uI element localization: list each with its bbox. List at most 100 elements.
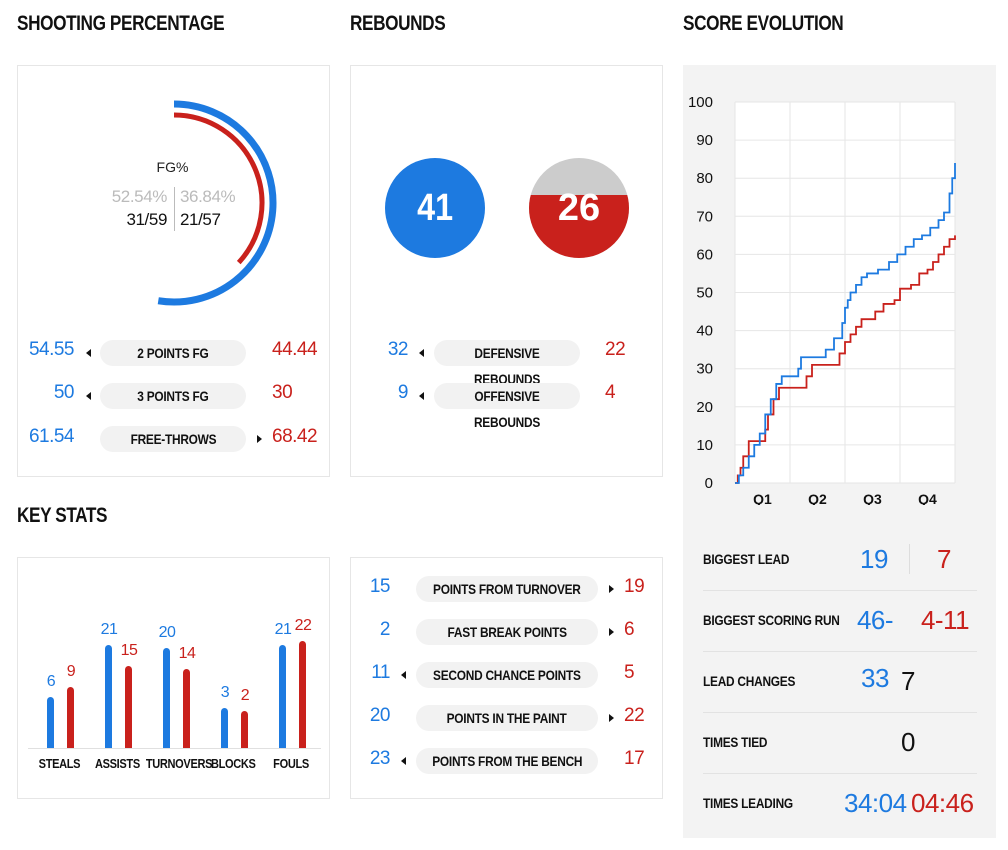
away-fg-arc <box>173 112 265 265</box>
two-pt-away: 44.44 <box>272 339 318 360</box>
key-stats-panel: 6 9 STEALS 21 15 ASSISTS 20 14 TURNOVERS 3 2 BLOCKS… <box>17 557 330 799</box>
three-pt-home: 50 <box>53 382 75 403</box>
times-tied-row: TIMES TIED 0 <box>683 713 996 771</box>
away-score-line <box>735 235 956 484</box>
fg-label: FG% <box>156 159 189 175</box>
arrow-right-icon <box>609 628 614 636</box>
scoring-run-home: 46-33 <box>856 605 894 693</box>
biggest-scoring-run-label: BIGGEST SCORING RUN <box>703 612 840 628</box>
key-stat-away-bar <box>299 641 306 748</box>
key-stat-away-bar <box>183 669 190 748</box>
arrow-left-icon <box>419 392 424 400</box>
key-stat-home-bar <box>221 707 228 748</box>
row-divider <box>703 712 977 713</box>
chart-x-tick-label: Q3 <box>863 491 882 505</box>
chart-y-tick-label: 0 <box>705 475 713 492</box>
score-evolution-heading: SCORE EVOLUTION <box>683 12 844 35</box>
key-stat-home-bar <box>163 648 170 748</box>
times-tied-label: TIMES TIED <box>703 734 768 750</box>
key-stat-away-value: 14 <box>178 645 196 662</box>
chart-y-tick-label: 90 <box>696 132 713 149</box>
times-tied-value: 0 <box>901 727 915 757</box>
fast-break-points-pill: FAST BREAK POINTS <box>416 619 598 645</box>
chart-y-tick-label: 40 <box>696 323 713 340</box>
bench-away: 17 <box>624 748 645 769</box>
lead-changes-value: 7 <box>901 666 915 696</box>
def-reb-away: 22 <box>605 339 626 360</box>
times-leading-label: TIMES LEADING <box>703 795 793 811</box>
away-rebounds-circle: 26 <box>529 158 629 258</box>
key-stat-away-bar <box>67 686 74 748</box>
fg-away-pct: 36.84% <box>180 187 236 206</box>
ft-away: 68.42 <box>272 426 318 447</box>
arrow-right-icon <box>257 435 262 443</box>
key-stats-heading: KEY STATS <box>17 504 108 527</box>
scoring-run-away: 4-11 <box>920 605 970 635</box>
times-leading-row: TIMES LEADING 34:04 04:46 <box>683 774 996 832</box>
key-stat-label: BLOCKS <box>210 756 256 771</box>
fg-arcs <box>157 100 277 306</box>
defensive-rebounds-pill: DEFENSIVE REBOUNDS <box>434 340 580 387</box>
fg-away-made: 21/57 <box>180 210 221 229</box>
chart-y-tick-label: 60 <box>696 246 713 263</box>
def-reb-home: 32 <box>387 339 409 360</box>
arrow-right-icon <box>609 714 614 722</box>
arrow-left-icon <box>86 392 91 400</box>
fast-break-home: 2 <box>379 619 391 640</box>
key-stat-label: TURNOVERS <box>145 756 213 771</box>
chart-y-tick-label: 70 <box>696 208 713 225</box>
key-stat-home-value: 3 <box>220 683 230 701</box>
paint-away: 22 <box>624 705 645 726</box>
away-rebounds-value: 26 <box>557 187 601 229</box>
shooting-panel: FG% 52.54% 36.84% 31/59 21/57 54.55 2 PO… <box>17 65 330 477</box>
chart-y-tick-label: 100 <box>688 94 713 111</box>
key-stat-away-value: 9 <box>66 662 76 680</box>
biggest-lead-away: 7 <box>937 544 951 574</box>
chart-y-tick-label: 50 <box>696 285 713 302</box>
row-divider <box>703 651 977 652</box>
key-stat-home-bar <box>47 697 54 748</box>
away-rebounds-fill <box>529 195 629 258</box>
arrow-left-icon <box>401 671 406 679</box>
second-chance-points-pill: SECOND CHANCE POINTS <box>416 662 598 688</box>
arrow-left-icon <box>419 349 424 357</box>
off-reb-away: 4 <box>605 382 616 403</box>
key-stat-label: ASSISTS <box>94 756 140 771</box>
pts-turnover-home: 15 <box>369 576 391 597</box>
chart-y-tick-label: 20 <box>696 399 713 416</box>
bars-baseline <box>28 748 321 749</box>
key-stat-away-value: 2 <box>240 687 250 704</box>
fast-break-away: 6 <box>624 619 635 640</box>
key-stat-away-bar <box>125 665 132 748</box>
points-panel: 15 POINTS FROM TURNOVER 19 2 FAST BREAK … <box>350 557 663 799</box>
free-throws-pill: FREE-THROWS <box>100 426 246 452</box>
fg-home-made: 31/59 <box>126 210 167 229</box>
chart-x-tick-label: Q4 <box>918 491 937 505</box>
key-stat-label: FOULS <box>273 756 309 771</box>
key-stat-home-value: 6 <box>46 673 56 690</box>
three-pt-away: 30 <box>272 382 293 403</box>
ft-home: 61.54 <box>28 426 75 447</box>
key-stat-label: STEALS <box>38 756 80 771</box>
fg-home-pct: 52.54% <box>111 187 168 206</box>
key-stat-home-value: 20 <box>158 624 176 641</box>
key-stat-home-value: 21 <box>274 620 292 638</box>
biggest-lead-row: BIGGEST LEAD 19 7 <box>683 530 996 588</box>
two-pt-home: 54.55 <box>28 339 75 360</box>
two-points-fg-pill: 2 POINTS FG <box>100 340 246 366</box>
chart-y-tick-label: 10 <box>696 437 713 454</box>
home-fg-arc <box>157 100 277 306</box>
times-leading-away: 04:46 <box>911 788 974 818</box>
biggest-lead-divider <box>909 544 910 574</box>
key-stat-home-bar <box>105 644 112 748</box>
second-chance-away: 5 <box>624 662 635 683</box>
biggest-lead-label: BIGGEST LEAD <box>703 551 790 567</box>
biggest-scoring-run-row: BIGGEST SCORING RUN 46-33 4-11 <box>683 591 996 693</box>
arrow-left-icon <box>86 349 91 357</box>
row-divider <box>703 773 977 774</box>
shooting-percentage-heading: SHOOTING PERCENTAGE <box>17 12 225 35</box>
points-in-the-paint-pill: POINTS IN THE PAINT <box>416 705 598 731</box>
points-from-turnover-pill: POINTS FROM TURNOVER <box>416 576 598 602</box>
lead-changes-label: LEAD CHANGES <box>703 673 796 689</box>
